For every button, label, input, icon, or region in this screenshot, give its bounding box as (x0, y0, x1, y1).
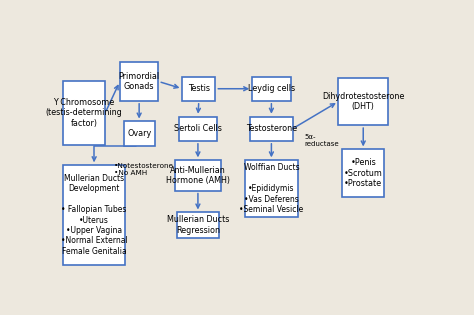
FancyBboxPatch shape (120, 62, 158, 101)
FancyBboxPatch shape (177, 212, 219, 238)
FancyBboxPatch shape (63, 82, 105, 145)
Text: Y Chromosome
(testis-determining
factor): Y Chromosome (testis-determining factor) (46, 98, 122, 128)
FancyBboxPatch shape (342, 149, 384, 197)
FancyBboxPatch shape (252, 77, 291, 101)
FancyBboxPatch shape (175, 160, 221, 191)
Text: Testis: Testis (188, 84, 210, 93)
Text: Ovary: Ovary (127, 129, 151, 138)
FancyBboxPatch shape (179, 117, 217, 141)
Text: Mullerian Ducts
Regression: Mullerian Ducts Regression (167, 215, 229, 235)
FancyBboxPatch shape (245, 160, 298, 217)
Text: Primordial
Gonads: Primordial Gonads (118, 72, 160, 91)
Text: Wolffian Ducts

•Epididymis
•Vas Deferens
•Seminal Vesicle: Wolffian Ducts •Epididymis •Vas Deferens… (239, 163, 303, 214)
Text: Mullerian Ducts
Development

• Fallopian Tubes
•Uterus
•Upper Vagina
•Normal Ext: Mullerian Ducts Development • Fallopian … (61, 174, 128, 256)
Text: Sertoli Cells: Sertoli Cells (174, 124, 222, 133)
FancyBboxPatch shape (63, 165, 125, 265)
FancyBboxPatch shape (250, 117, 292, 141)
Text: 5α-
reductase: 5α- reductase (305, 134, 339, 147)
FancyBboxPatch shape (338, 78, 388, 125)
Text: •Notestosterone
•No AMH: •Notestosterone •No AMH (114, 163, 173, 176)
Text: Anti-Mullerian
Hormone (AMH): Anti-Mullerian Hormone (AMH) (166, 166, 230, 185)
Text: Testosterone: Testosterone (246, 124, 297, 133)
Text: Dihydrotestosterone
(DHT): Dihydrotestosterone (DHT) (322, 92, 404, 111)
Text: •Penis
•Scrotum
•Prostate: •Penis •Scrotum •Prostate (344, 158, 383, 188)
Text: Leydig cells: Leydig cells (248, 84, 295, 93)
FancyBboxPatch shape (124, 122, 155, 146)
FancyBboxPatch shape (182, 77, 215, 101)
